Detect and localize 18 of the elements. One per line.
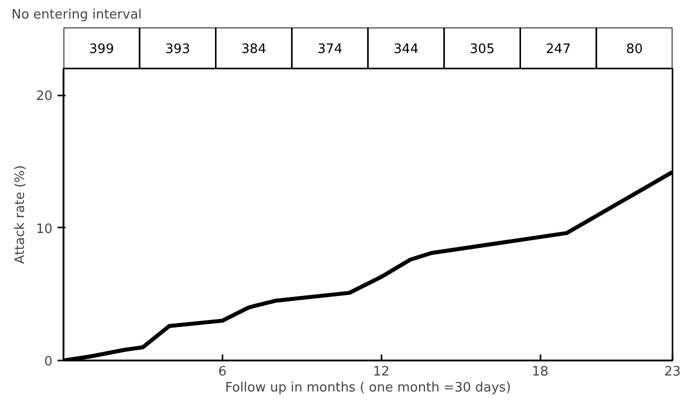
data-label: 247 xyxy=(546,42,571,57)
y-axis-title: Attack rate (%) xyxy=(12,165,28,264)
x-tick-label: 18 xyxy=(532,364,548,380)
y-tick-label: 0 xyxy=(44,354,53,370)
data-label: 393 xyxy=(165,42,190,57)
y-tick-label: 10 xyxy=(36,222,53,237)
data-label: 80 xyxy=(626,42,643,57)
y-tick-label: 20 xyxy=(36,89,53,104)
data-label: 344 xyxy=(394,42,418,57)
data-label: 374 xyxy=(318,42,342,57)
x-axis-title: Follow up in months ( one month =30 days) xyxy=(225,380,511,396)
data-label: 384 xyxy=(241,42,266,57)
x-tick-label: 6 xyxy=(218,364,227,380)
data-label: 399 xyxy=(89,42,114,57)
data-label: 305 xyxy=(470,42,495,57)
x-tick-label: 12 xyxy=(372,364,390,380)
x-tick-label: 23 xyxy=(664,364,681,380)
text: No entering interval xyxy=(12,8,142,22)
